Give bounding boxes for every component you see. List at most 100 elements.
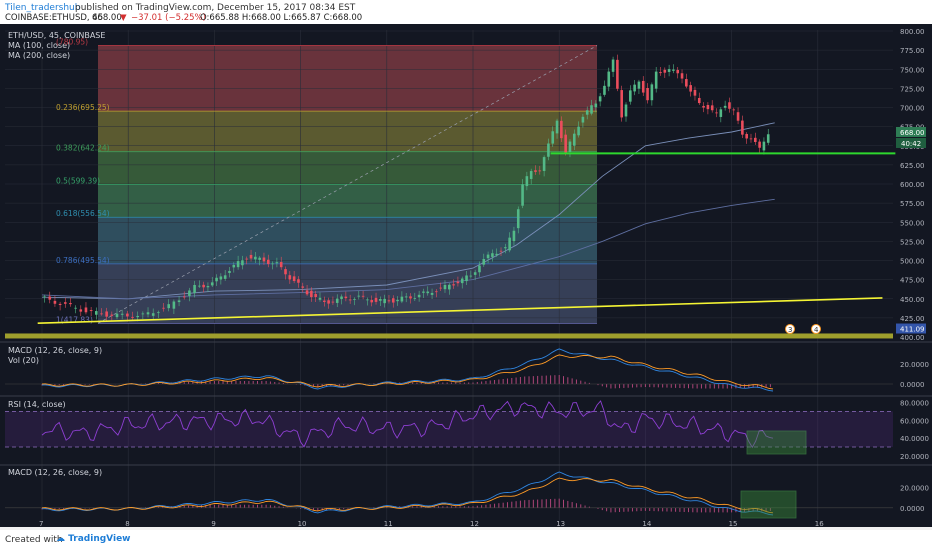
candle-body xyxy=(271,263,274,265)
candle-body xyxy=(603,85,606,95)
candle-body xyxy=(366,299,369,301)
candle-body xyxy=(478,265,481,273)
y-tick-label: 800.00 xyxy=(900,28,925,36)
candle-body xyxy=(629,90,632,102)
candle-body xyxy=(646,87,649,101)
candle-body xyxy=(745,133,748,139)
x-tick-label: 15 xyxy=(729,520,738,527)
candle-body xyxy=(413,298,417,300)
candle-body xyxy=(198,285,201,287)
fib-label-6: 1(417.83) xyxy=(56,315,93,324)
down-arrow-icon: ▼ xyxy=(120,13,127,23)
legend-ma200: MA (200, close) xyxy=(8,51,70,60)
candle-body xyxy=(58,303,62,306)
fib-zone-2 xyxy=(98,151,597,185)
event-marker-icon xyxy=(811,324,821,334)
candle-body xyxy=(667,69,671,72)
candle-body xyxy=(564,134,567,153)
candle-body xyxy=(396,299,399,302)
ma200-line xyxy=(41,198,775,300)
candle-body xyxy=(95,311,98,315)
x-tick-label: 9 xyxy=(211,520,215,527)
candle-body xyxy=(314,294,317,297)
candle-body xyxy=(172,301,176,309)
rsi-pane-title: RSI (14, close) xyxy=(8,400,66,409)
candle-body xyxy=(491,253,494,257)
x-tick-label: 16 xyxy=(815,520,824,527)
x-tick-label: 10 xyxy=(298,520,307,527)
candle-body xyxy=(188,290,191,296)
candle-body xyxy=(538,170,542,172)
candle-body xyxy=(310,290,313,298)
tradingview-logo[interactable]: ☁ TradingView xyxy=(56,534,131,544)
pane3-series-0 xyxy=(41,471,774,516)
candle-body xyxy=(715,112,718,114)
candle-body xyxy=(486,254,490,259)
candle-body xyxy=(228,270,231,273)
candle-body xyxy=(146,312,150,315)
candle-body xyxy=(417,294,421,298)
candle-body xyxy=(266,259,270,265)
candle-body xyxy=(297,279,300,283)
candle-body xyxy=(547,143,550,157)
chart-area[interactable]: ETH/USD, 45, COINBASE MA (100, close) MA… xyxy=(0,24,932,528)
candle-body xyxy=(672,69,675,71)
candle-body xyxy=(676,69,680,74)
y-tick-label: 700.00 xyxy=(900,105,925,113)
y-tick-label: 600.00 xyxy=(900,181,925,189)
candle-body xyxy=(585,110,589,115)
pane-y-tick: 0.0000 xyxy=(900,381,925,389)
candle-body xyxy=(391,298,395,303)
candle-body xyxy=(182,296,186,298)
candle-body xyxy=(504,247,507,249)
rsi-highlight-box xyxy=(746,430,807,455)
candle-body xyxy=(590,105,593,114)
candle-body xyxy=(206,286,210,288)
candle-body xyxy=(210,282,214,286)
candle-body xyxy=(223,275,227,279)
candle-body xyxy=(624,104,628,117)
candle-body xyxy=(236,261,240,268)
candle-body xyxy=(702,105,705,108)
candle-body xyxy=(633,84,636,92)
x-tick-label: 11 xyxy=(384,520,393,527)
candle-body xyxy=(473,272,477,275)
candle-body xyxy=(370,299,374,303)
candle-body xyxy=(357,295,361,297)
candle-body xyxy=(53,300,57,304)
candle-body xyxy=(560,120,563,139)
chart-svg[interactable]: ETH/USD, 45, COINBASE MA (100, close) MA… xyxy=(0,24,932,528)
countdown-tag xyxy=(896,137,926,148)
y-tick-label: 775.00 xyxy=(900,47,925,55)
candle-body xyxy=(447,284,451,290)
candle-body xyxy=(766,134,770,143)
pane-y-tick: 20.0000 xyxy=(900,484,929,492)
candle-body xyxy=(126,313,129,317)
level-price-label: 411.09 xyxy=(900,326,925,334)
candle-body xyxy=(305,290,309,295)
bottom-band xyxy=(5,333,893,339)
cloud-icon: ☁ xyxy=(56,534,65,544)
candle-body xyxy=(728,102,731,109)
candle-body xyxy=(131,316,134,318)
candle-body xyxy=(136,315,139,318)
candle-body xyxy=(659,72,662,74)
author-link[interactable]: Tilen_tradershub xyxy=(5,3,81,13)
candle-body xyxy=(452,284,455,286)
y-tick-label: 525.00 xyxy=(900,238,925,246)
candle-body xyxy=(611,59,615,72)
footer: Created with ☁ TradingView xyxy=(0,530,932,550)
candle-body xyxy=(598,96,602,102)
event-marker-label: 3 xyxy=(788,326,792,334)
candle-body xyxy=(193,284,196,293)
candle-body xyxy=(594,103,598,108)
candle-body xyxy=(400,296,404,302)
candle-body xyxy=(167,304,171,309)
candle-body xyxy=(335,298,339,303)
candle-body xyxy=(105,311,108,317)
candle-body xyxy=(551,131,555,144)
candle-body xyxy=(762,141,766,151)
x-tick-label: 7 xyxy=(39,520,43,527)
candle-body xyxy=(758,141,761,148)
candle-body xyxy=(736,112,740,121)
